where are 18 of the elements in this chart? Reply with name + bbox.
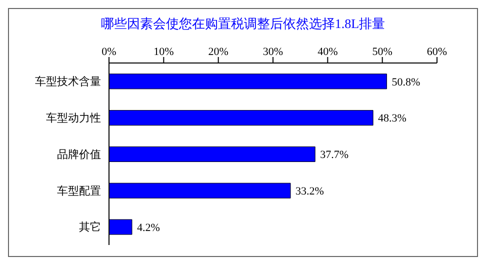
x-tick-label: 50% [372, 46, 392, 58]
y-tick-label: 车型技术含量 [35, 75, 101, 88]
x-tick-label: 10% [154, 46, 174, 58]
data-label: 37.7% [320, 149, 349, 162]
x-tick-label: 30% [262, 46, 284, 58]
x-tick-label: 60% [426, 46, 448, 58]
x-tick-label: 0% [102, 46, 116, 58]
y-tick-label: 车型动力性 [46, 112, 101, 125]
data-label: 48.3% [378, 112, 406, 125]
data-label: 50.8% [392, 76, 420, 88]
y-tick-label: 车型配置 [57, 184, 101, 198]
data-label: 33.2% [295, 186, 324, 198]
chart-title: 哪些因素会使您在购置税调整后依然选择1.8L排量 [100, 15, 386, 33]
y-tick-label: 其它 [79, 220, 101, 234]
x-tick-label: 20% [208, 46, 228, 58]
data-label: 4.2% [136, 222, 160, 234]
x-tick-label: 40% [318, 46, 338, 58]
y-tick-label: 品牌价值 [57, 148, 101, 161]
